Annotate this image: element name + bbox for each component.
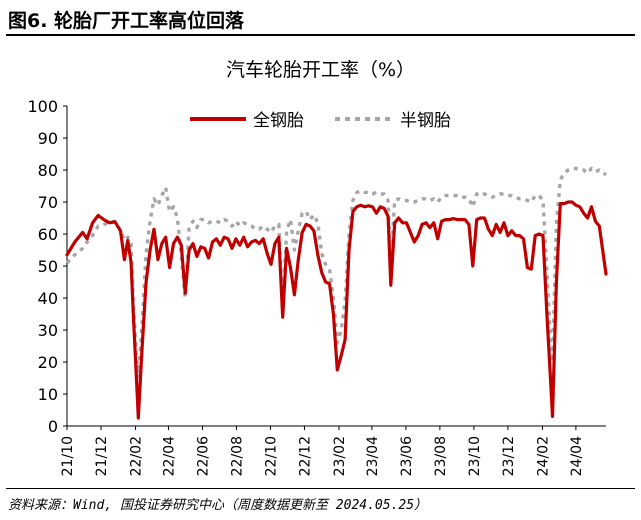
x-tick-label: 22/04 (161, 436, 177, 476)
x-tick-label: 23/06 (399, 436, 415, 476)
x-tick-label: 24/04 (569, 436, 585, 476)
source-note: 资料来源：Wind, 国投证券研究中心（周度数据更新至 2024.05.25） (8, 498, 428, 513)
figure-title: 图6. 轮胎厂开工率高位回落 (8, 10, 245, 32)
y-tick-label: 60 (38, 225, 58, 244)
x-tick-label: 23/02 (332, 436, 348, 476)
x-tick-label: 21/12 (94, 436, 110, 476)
series-line-bangang (65, 166, 607, 380)
figure-header: 图6. 轮胎厂开工率高位回落 (6, 2, 635, 36)
x-tick-label: 22/10 (263, 436, 279, 476)
legend-label-quangang: 全钢胎 (253, 111, 304, 131)
x-tick-label: 22/12 (297, 436, 313, 476)
x-tick-label: 23/04 (365, 436, 381, 476)
series-line-quangang (65, 200, 608, 420)
x-tick-label: 21/10 (60, 436, 76, 476)
y-tick-label: 10 (38, 385, 58, 404)
y-tick-label: 100 (27, 97, 58, 116)
x-tick-label: 24/02 (535, 436, 551, 476)
y-tick-label: 70 (38, 193, 58, 212)
x-tick-label: 22/08 (229, 436, 245, 476)
x-tick-label: 22/02 (129, 436, 145, 476)
line-chart: 0 10 20 30 40 50 60 70 80 90 100 21/10 21/12 22/02 22/… (27, 97, 608, 476)
footer-rule (6, 488, 635, 489)
x-tick-label: 23/12 (501, 436, 517, 476)
y-tick-label: 0 (48, 417, 58, 436)
x-tick-label: 23/08 (433, 436, 449, 476)
y-tick-label: 20 (38, 353, 58, 372)
y-tick-label: 80 (38, 161, 58, 180)
y-tick-label: 30 (38, 321, 58, 340)
chart-title: 汽车轮胎开工率（%） (225, 59, 416, 81)
header-rule (6, 34, 635, 36)
y-tick-label: 50 (38, 257, 58, 276)
y-tick-label: 90 (38, 129, 58, 148)
legend-label-bangang: 半钢胎 (400, 111, 451, 131)
y-tick-label: 40 (38, 289, 58, 308)
x-tick-label: 23/10 (467, 436, 483, 476)
x-tick-label: 22/06 (195, 436, 211, 476)
